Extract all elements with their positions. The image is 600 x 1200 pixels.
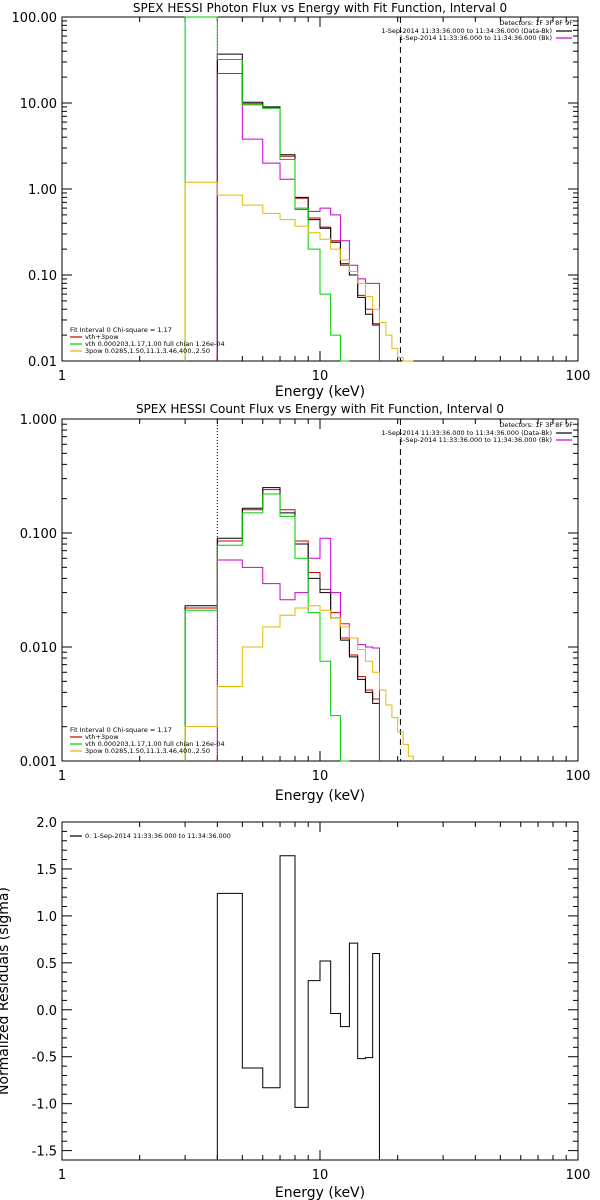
panel3-x-tick-label: 10 <box>312 1168 329 1183</box>
panel2-fit-legend-entry: vth 0.000203,1.17,1.00 full chian 1.26e-… <box>85 740 225 748</box>
panel2-legend-detectors: Detectors: 1F 3F 8F 9F <box>499 421 573 429</box>
panel1-series-3pow <box>184 181 414 362</box>
panel2-x-tick-label: 100 <box>566 769 591 784</box>
panel2-y-tick-label: 0.010 <box>20 641 57 656</box>
panel1-legend-entry: 1-Sep-2014 11:33:36.000 to 11:34:36.000 … <box>399 34 552 42</box>
panel2-title: SPEX HESSI Count Flux vs Energy with Fit… <box>136 402 504 416</box>
panel2-x-axis-label: Energy (keV) <box>275 788 365 804</box>
panel1-fit-legend-entry: vth+3pow <box>85 333 119 341</box>
panel2-y-tick-label: 1.000 <box>20 413 57 428</box>
panel1-axis-frame <box>61 16 579 362</box>
panel1-fit-legend-entry: vth 0.000203,1.17,1.00 full chian 1.26e-… <box>85 340 225 348</box>
panel1-y-tick-label: 1.00 <box>28 183 57 198</box>
panel2-x-tick-label: 1 <box>58 769 66 784</box>
panel3-y-tick-label: 1.0 <box>36 910 57 925</box>
panel1-series-bk <box>216 73 380 361</box>
panel3-x-axis-label: Energy (keV) <box>275 1185 365 1200</box>
panel3-y-tick-label: -1.5 <box>32 1145 57 1160</box>
panel1-x-tick-label: 10 <box>312 369 329 384</box>
panel1-series-data-bk <box>216 53 380 361</box>
panel3-y-tick-label: 2.0 <box>36 816 57 831</box>
panel2-x-tick-label: 10 <box>312 769 329 784</box>
panel1-x-tick-label: 100 <box>566 369 591 384</box>
panel3-series-0-1-sep-2014-11-33-36-000-to-11-34-36-000 <box>216 855 380 1160</box>
panel2-y-tick-label: 0.001 <box>20 755 57 770</box>
panel3-axis-frame <box>61 821 579 1161</box>
panel1-title: SPEX HESSI Photon Flux vs Energy with Fi… <box>133 1 507 15</box>
panel1-legend-entry: 1-Sep-2014 11:33:36.000 to 11:34:36.000 … <box>381 27 552 35</box>
panel2-series-vth-3pow <box>184 489 380 761</box>
panel3-y-tick-label: 0.5 <box>36 957 57 972</box>
panel3-y-tick-label: -1.0 <box>32 1098 57 1113</box>
panel2-series-vth <box>184 493 350 762</box>
panel1-series-vth-3pow <box>216 59 380 361</box>
panel2-fit-legend-header: Fit Interval 0 Chi-square = 1.17 <box>70 726 172 734</box>
panel2-legend-entry: 1-Sep-2014 11:33:36.000 to 11:34:36.000 … <box>399 436 552 444</box>
panel3-y-axis-label: Normalized Residuals (sigma) <box>0 887 12 1095</box>
panel3-y-tick-label: 1.5 <box>36 863 57 878</box>
panel3-y-tick-label: -0.5 <box>32 1051 57 1066</box>
panel2-series-3pow <box>184 605 414 761</box>
panel1-series-vth <box>184 16 350 362</box>
panel1-x-tick-label: 1 <box>58 369 66 384</box>
panel2-fit-legend-entry: vth+3pow <box>85 733 119 741</box>
panel2-fit-legend-entry: 3pow 0.0285,1.50,11.1,3.46,400.,2.50 <box>85 747 210 755</box>
panel1-y-tick-label: 0.10 <box>28 269 57 284</box>
panel1-fit-legend-header: Fit Interval 0 Chi-square = 1.17 <box>70 326 172 334</box>
panel1-x-axis-label: Energy (keV) <box>275 384 365 400</box>
panel1-fit-legend-entry: 3pow 0.0285,1.50,11.1,3.46,400.,2.50 <box>85 347 210 355</box>
panel3-x-tick-label: 1 <box>58 1168 66 1183</box>
panel1-y-tick-label: 100.00 <box>12 11 58 26</box>
panel3-legend-entry: 0. 1-Sep-2014 11:33:36.000 to 11:34:36.0… <box>85 832 231 840</box>
panel3-x-tick-label: 100 <box>566 1168 591 1183</box>
panel2-series-data-bk <box>184 487 380 761</box>
panel1-y-tick-label: 10.00 <box>20 97 57 112</box>
panel3-y-tick-label: 0.0 <box>36 1004 57 1019</box>
panel2-series-bk <box>216 537 380 761</box>
panel2-legend-entry: 1-Sep-2014 11:33:36.000 to 11:34:36.000 … <box>381 429 552 437</box>
panel1-y-tick-label: 0.01 <box>28 355 57 370</box>
panel1-legend-detectors: Detectors: 1F 3F 8F 9F <box>499 19 573 27</box>
panel2-y-tick-label: 0.100 <box>20 527 57 542</box>
